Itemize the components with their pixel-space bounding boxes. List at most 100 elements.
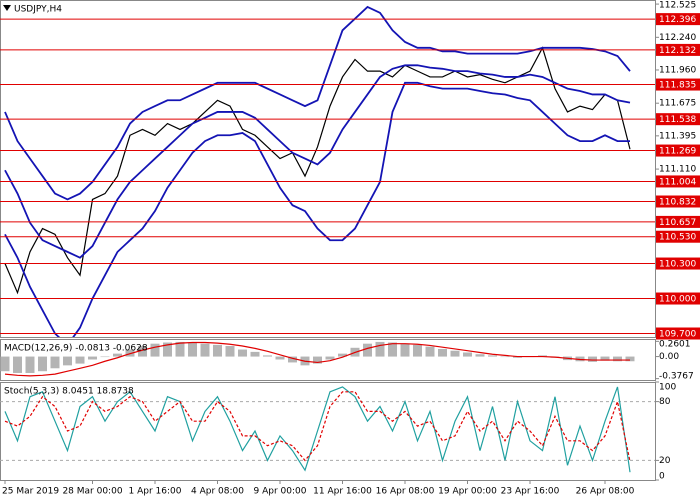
level-label-box <box>656 175 700 188</box>
indicator-line <box>4 5 631 201</box>
level-label: 111.538 <box>659 115 696 125</box>
histogram-bar <box>275 356 285 360</box>
histogram-bar <box>225 346 235 357</box>
y-tick-label: 0.00 <box>659 352 679 362</box>
level-label-box <box>656 230 700 243</box>
y-tick-label: 111.395 <box>659 131 696 141</box>
histogram-bar <box>375 341 385 357</box>
plot-area <box>0 386 655 473</box>
x-tick-label: 23 Apr 16:00 <box>501 487 560 497</box>
histogram-bar <box>413 344 422 357</box>
plot-area <box>0 341 635 377</box>
histogram-bar <box>75 356 85 364</box>
y-tick-label: 80 <box>659 397 671 407</box>
level-label-box <box>656 292 700 305</box>
level-label-box <box>656 113 700 126</box>
y-tick-label: -0.3767 <box>659 372 694 382</box>
histogram-bar <box>425 346 435 357</box>
indicator-line <box>4 81 630 337</box>
panel-frame <box>0 382 656 481</box>
y-tick-label: 111.960 <box>659 65 696 75</box>
level-label: 111.835 <box>659 81 696 91</box>
x-tick-label: 25 Mar 2019 <box>2 487 59 497</box>
histogram-bar <box>288 356 297 363</box>
histogram-bar <box>213 344 222 357</box>
symbol-menu-icon[interactable] <box>3 5 11 11</box>
level-label: 110.832 <box>659 198 696 208</box>
x-tick-label: 1 Apr 16:00 <box>129 487 182 497</box>
histogram-bar <box>0 356 10 372</box>
histogram-bar <box>250 351 260 357</box>
level-label: 110.657 <box>659 218 696 228</box>
histogram-bar <box>338 353 347 357</box>
level-label-box <box>656 43 700 56</box>
indicator-line <box>4 341 630 377</box>
y-tick-label: 112.525 <box>659 1 696 11</box>
x-tick-label: 28 Mar 00:00 <box>62 487 122 497</box>
y-tick-label: 111.675 <box>659 99 696 109</box>
x-tick-label: 26 Apr 08:00 <box>576 487 635 497</box>
histogram-bar <box>588 356 597 362</box>
level-label-box <box>656 144 700 157</box>
indicator-line <box>4 64 631 259</box>
level-label: 111.269 <box>659 147 696 157</box>
histogram-bar <box>400 343 410 357</box>
y-tick-label: 111.110 <box>659 165 696 175</box>
histogram-bar <box>463 352 472 357</box>
histogram-bar <box>163 342 172 357</box>
histogram-bar <box>613 356 622 362</box>
level-label-box <box>656 78 700 91</box>
histogram-bar <box>313 356 322 364</box>
histogram-bar <box>363 343 372 357</box>
histogram-bar <box>13 356 22 373</box>
histogram-bar <box>150 343 160 357</box>
level-label: 111.004 <box>659 177 696 187</box>
level-label: 112.132 <box>659 46 696 56</box>
histogram-bar <box>500 356 510 358</box>
y-tick-label: 0 <box>659 472 665 482</box>
x-tick-label: 4 Apr 08:00 <box>191 487 244 497</box>
level-label-box <box>656 195 700 208</box>
panel-title: Stoch(5,3,3) 8.0451 18.8738 <box>4 387 134 397</box>
histogram-bar <box>175 341 185 357</box>
level-label: 112.396 <box>659 15 696 25</box>
histogram-bar <box>63 356 72 366</box>
level-label: 110.300 <box>659 260 696 270</box>
histogram-bar <box>625 356 635 362</box>
level-label-box <box>656 13 700 26</box>
y-tick-label: 20 <box>659 456 671 466</box>
histogram-bar <box>113 353 122 357</box>
y-tick-label: 100 <box>659 383 676 393</box>
level-label: 109.700 <box>659 330 696 340</box>
histogram-bar <box>325 356 335 360</box>
x-tick-label: 11 Apr 16:00 <box>313 487 372 497</box>
histogram-bar <box>200 343 210 357</box>
plot-area <box>4 5 631 337</box>
histogram-bar <box>188 342 197 357</box>
histogram-bar <box>263 355 272 357</box>
level-label-box <box>656 215 700 228</box>
level-label-box <box>656 257 700 270</box>
x-tick-label: 9 Apr 00:00 <box>254 487 307 497</box>
x-tick-label: 19 Apr 00:00 <box>438 487 497 497</box>
price-line <box>4 46 631 295</box>
y-tick-label: 0.2601 <box>659 340 691 350</box>
histogram-bar <box>600 356 610 361</box>
level-label: 110.530 <box>659 233 696 243</box>
histogram-bar <box>450 350 460 357</box>
histogram-bar <box>50 356 60 369</box>
histogram-bar <box>438 348 447 357</box>
level-label: 110.000 <box>659 295 696 305</box>
histogram-bar <box>38 356 47 372</box>
histogram-bar <box>475 354 485 357</box>
panel-title: MACD(12,26,9) -0.0813 -0.0628 <box>4 344 148 354</box>
histogram-bar <box>138 346 147 357</box>
x-tick-label: 16 Apr 08:00 <box>376 487 435 497</box>
histogram-bar <box>25 356 35 373</box>
histogram-bar <box>88 356 97 360</box>
panel-title: USDJPY,H4 <box>14 5 62 15</box>
indicator-line <box>4 391 631 462</box>
histogram-bar <box>238 349 247 357</box>
